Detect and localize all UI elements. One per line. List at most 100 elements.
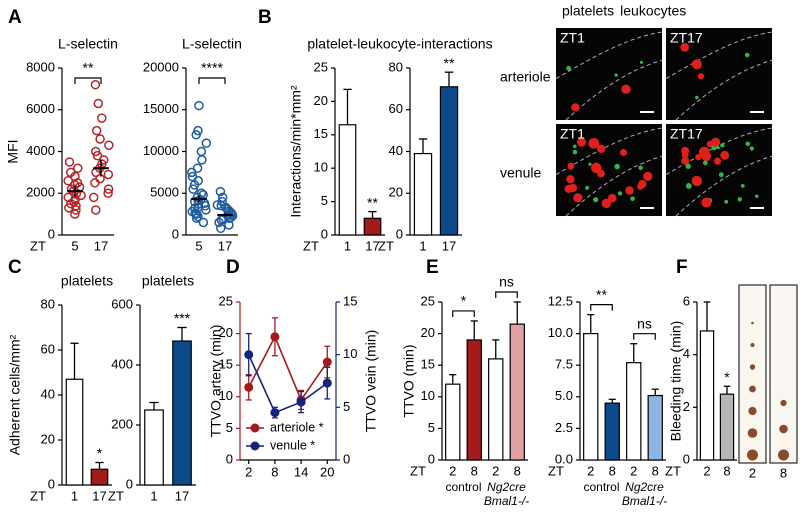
cell <box>588 137 600 149</box>
x-tick-label: 17 <box>218 238 232 253</box>
vessel-outline <box>665 31 773 80</box>
row-label: arteriole <box>500 69 551 85</box>
tile-label: ZT17 <box>670 126 703 142</box>
data-point <box>63 175 73 186</box>
bar <box>144 409 164 486</box>
y-tick-label: 5000 <box>150 185 179 200</box>
y-tick-label: 20 <box>41 431 55 446</box>
cell <box>625 186 634 195</box>
chart-title: platelets <box>61 273 113 289</box>
chart-title: platelet-leukocyte-interactions <box>307 36 492 52</box>
cell <box>681 146 690 155</box>
cell <box>588 162 592 166</box>
y-tick-label: 0 <box>48 226 55 241</box>
y-tick-label: 0 <box>48 476 55 491</box>
cell <box>614 73 618 77</box>
cell <box>745 141 751 147</box>
group-label: Bmal1-/- <box>484 494 529 508</box>
significance-bracket <box>74 77 102 84</box>
data-point <box>187 171 198 182</box>
significance: ** <box>596 286 607 302</box>
y-tick-label: 60 <box>389 101 403 116</box>
y-tick-label: 4000 <box>26 143 55 158</box>
x-tick-label: 8 <box>723 463 730 478</box>
data-point <box>90 178 100 188</box>
y-tick-label: 20 <box>389 185 403 200</box>
bar <box>719 393 735 461</box>
y-tick-label: 5.0 <box>555 388 573 403</box>
x-tick-label: 17 <box>94 238 108 253</box>
data-point <box>90 79 101 90</box>
y-tick-label: 10 <box>219 388 233 403</box>
legend-label: platelets <box>562 3 614 19</box>
data-point <box>201 138 212 148</box>
data-point <box>72 178 83 188</box>
y-tick-label: 25 <box>219 293 233 308</box>
cell <box>566 65 571 71</box>
y2-tick-label: 15 <box>343 293 357 308</box>
cell <box>711 137 721 147</box>
y-tick-label: 60 <box>41 341 55 356</box>
y-tick-label: 20 <box>314 93 328 108</box>
image-label: 2 <box>749 465 756 480</box>
significance: * <box>724 369 730 385</box>
panel-label: D <box>226 257 240 278</box>
data-point <box>270 408 280 418</box>
panel-label: F <box>676 257 688 278</box>
y-tick-label: 80 <box>389 59 403 74</box>
data-point <box>193 202 203 213</box>
data-point <box>244 350 254 360</box>
cell <box>716 146 720 150</box>
data-point <box>103 184 114 194</box>
y-tick-label: 0 <box>683 451 690 466</box>
y-tick-label: 10 <box>421 388 435 403</box>
cell <box>614 163 620 170</box>
vessel-outline <box>555 31 663 80</box>
y2-tick-label: 5 <box>343 399 350 414</box>
cell <box>596 144 606 153</box>
data-point <box>322 357 332 367</box>
vessel-outline <box>565 155 663 217</box>
panel-label: B <box>258 7 272 28</box>
cell <box>639 60 644 64</box>
y-tick-label: 20000 <box>143 59 179 74</box>
group-label: Bmal1-/- <box>622 494 667 508</box>
y-tick-label: 4 <box>683 346 690 361</box>
y-axis-label: Interactions/min*mm² <box>288 85 304 218</box>
y-tick-label: 5 <box>321 193 328 208</box>
panel-label: E <box>426 257 439 278</box>
cell <box>637 183 644 190</box>
cell <box>643 171 653 182</box>
x-axis-label: ZT <box>548 463 564 478</box>
x-tick-label: 2 <box>630 463 637 478</box>
legend-label: arteriole * <box>270 420 324 434</box>
x-tick-label: 8 <box>609 463 616 478</box>
y-tick-label: 15000 <box>143 101 179 116</box>
data-point <box>91 205 101 215</box>
x-tick-label: 8 <box>271 464 278 479</box>
x-tick-label: 8 <box>471 463 478 478</box>
x-tick-label: 2 <box>492 463 499 478</box>
data-point <box>198 217 209 228</box>
data-point <box>217 196 227 207</box>
chart-title: L-selectin <box>182 36 242 52</box>
cell <box>691 175 703 187</box>
cell <box>685 183 692 189</box>
blood-spot <box>780 399 787 407</box>
bar <box>466 339 482 461</box>
significance: **** <box>201 60 223 76</box>
y-tick-label: 5 <box>428 420 435 435</box>
bar <box>413 152 433 236</box>
data-point <box>103 188 113 198</box>
data-point <box>193 196 203 206</box>
tile-label: ZT17 <box>670 30 703 46</box>
cell <box>703 160 708 166</box>
row-label: venule <box>500 165 541 181</box>
legend-label: leukocytes <box>620 3 686 19</box>
y-tick-label: 15 <box>219 357 233 372</box>
bar <box>65 378 84 486</box>
cell <box>607 193 617 203</box>
significance: ** <box>83 60 94 76</box>
y-tick-label: 400 <box>111 356 133 371</box>
